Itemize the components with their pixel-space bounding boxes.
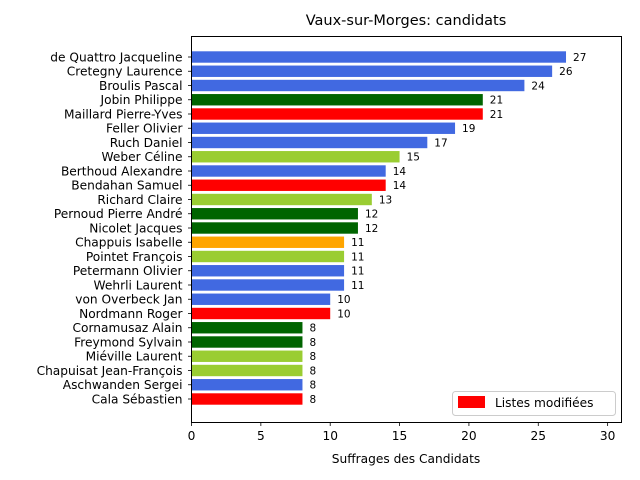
- category-label-richard-claire: Richard Claire: [97, 193, 182, 207]
- legend-label: Listes modifiées: [495, 396, 594, 410]
- x-tick-label-5: 5: [257, 429, 265, 443]
- chart-title: Vaux-sur-Morges: candidats: [306, 13, 507, 29]
- value-label-nordmann-roger: 10: [337, 308, 350, 320]
- bar-richard-claire: [191, 193, 372, 206]
- bar-freymond-sylvain: [191, 336, 303, 348]
- bar-maillard-pierre-yves: [191, 108, 483, 120]
- legend: Listes modifiées: [452, 391, 616, 416]
- bar-berthoud-alexandre: [191, 165, 386, 177]
- value-label-aschwanden-sergei: 8: [309, 380, 316, 392]
- value-label-weber-celine: 15: [407, 152, 420, 164]
- category-label-broulis-pascal: Broulis Pascal: [99, 79, 182, 93]
- x-tick-label-15: 15: [392, 429, 408, 443]
- category-label-cornamusaz-alain: Cornamusaz Alain: [73, 321, 183, 335]
- bar-bendahan-samuel: [191, 179, 386, 191]
- bars-group: [191, 51, 567, 405]
- category-label-cala-sebastien: Cala Sébastien: [92, 392, 183, 406]
- category-label-aschwanden-sergei: Aschwanden Sergei: [63, 378, 183, 392]
- category-label-wehrli-laurent: Wehrli Laurent: [94, 278, 183, 292]
- value-label-petermann-olivier: 11: [351, 266, 364, 278]
- value-label-feller-olivier: 19: [462, 123, 475, 135]
- value-label-pernoud-pierre-andre: 12: [365, 209, 378, 221]
- value-label-nicolet-jacques: 12: [365, 223, 378, 235]
- value-label-wehrli-laurent: 11: [351, 280, 364, 292]
- category-label-maillard-pierre-yves: Maillard Pierre-Yves: [64, 107, 182, 121]
- x-axis-ticks: 0 5 10 15 20 25 30: [188, 422, 616, 443]
- category-label-de-quattro-jacqueline: de Quattro Jacqueline: [50, 50, 182, 64]
- legend-swatch-listes-modifiees: [458, 396, 485, 408]
- value-label-jobin-philippe: 21: [490, 95, 503, 107]
- category-label-freymond-sylvain: Freymond Sylvain: [74, 335, 182, 349]
- value-label-ruch-daniel: 17: [434, 137, 447, 149]
- category-label-petermann-olivier: Petermann Olivier: [73, 264, 184, 278]
- category-label-von-overbeck-jan: von Overbeck Jan: [75, 293, 182, 307]
- x-axis-label: Suffrages des Candidats: [332, 452, 480, 466]
- x-tick-label-25: 25: [531, 429, 547, 443]
- value-label-pointet-francois: 11: [351, 251, 364, 263]
- value-label-von-overbeck-jan: 10: [337, 294, 350, 306]
- bar-broulis-pascal: [191, 79, 525, 92]
- value-label-cala-sebastien: 8: [309, 394, 316, 406]
- value-label-maillard-pierre-yves: 21: [490, 109, 503, 121]
- bar-chapuisat-jean-francois: [191, 364, 303, 377]
- category-label-bendahan-samuel: Bendahan Samuel: [71, 179, 182, 193]
- value-label-freymond-sylvain: 8: [309, 337, 316, 349]
- bar-aschwanden-sergei: [191, 379, 303, 391]
- bar-feller-olivier: [191, 122, 456, 134]
- bar-pointet-francois: [191, 250, 345, 263]
- value-label-mieville-laurent: 8: [309, 351, 316, 363]
- category-label-chappuis-isabelle: Chappuis Isabelle: [75, 236, 182, 250]
- value-label-bendahan-samuel: 14: [393, 180, 407, 192]
- value-label-richard-claire: 13: [379, 194, 392, 206]
- category-label-nicolet-jacques: Nicolet Jacques: [89, 221, 182, 235]
- bar-von-overbeck-jan: [191, 293, 331, 305]
- x-tick-label-30: 30: [600, 429, 616, 443]
- category-label-berthoud-alexandre: Berthoud Alexandre: [61, 164, 183, 178]
- bar-jobin-philippe: [191, 94, 483, 106]
- category-label-pernoud-pierre-andre: Pernoud Pierre André: [54, 207, 183, 221]
- bar-petermann-olivier: [191, 265, 345, 277]
- bar-cala-sebastien: [191, 393, 303, 405]
- x-tick-label-0: 0: [188, 429, 196, 443]
- plot-frame: [191, 36, 622, 423]
- value-label-de-quattro-jacqueline: 27: [573, 52, 586, 64]
- legend-frame: [452, 391, 616, 416]
- category-label-cretegny-laurence: Cretegny Laurence: [67, 65, 183, 79]
- category-label-ruch-daniel: Ruch Daniel: [110, 136, 183, 150]
- value-label-cornamusaz-alain: 8: [309, 323, 316, 335]
- value-labels: 2726242121191715141413121211111111101088…: [309, 52, 586, 406]
- bar-ruch-daniel: [191, 136, 428, 149]
- value-label-broulis-pascal: 24: [531, 80, 545, 92]
- category-label-pointet-francois: Pointet François: [86, 250, 183, 264]
- bar-pernoud-pierre-andre: [191, 208, 358, 220]
- category-label-mieville-laurent: Miéville Laurent: [86, 350, 183, 364]
- bar-cretegny-laurence: [191, 65, 553, 77]
- bar-wehrli-laurent: [191, 279, 345, 291]
- category-label-chapuisat-jean-francois: Chapuisat Jean-François: [37, 364, 183, 378]
- x-tick-label-10: 10: [322, 429, 338, 443]
- bar-mieville-laurent: [191, 350, 303, 362]
- category-label-feller-olivier: Feller Olivier: [106, 122, 183, 136]
- bar-cornamusaz-alain: [191, 322, 303, 334]
- value-label-cretegny-laurence: 26: [559, 66, 573, 78]
- category-label-jobin-philippe: Jobin Philippe: [100, 93, 183, 107]
- bar-weber-celine: [191, 151, 400, 163]
- bar-de-quattro-jacqueline: [191, 51, 567, 63]
- category-label-nordmann-roger: Nordmann Roger: [79, 307, 183, 321]
- value-label-berthoud-alexandre: 14: [393, 166, 407, 178]
- bar-nicolet-jacques: [191, 222, 358, 234]
- bar-chappuis-isabelle: [191, 236, 345, 248]
- x-tick-label-20: 20: [461, 429, 477, 443]
- category-label-weber-celine: Weber Céline: [102, 150, 183, 164]
- value-label-chappuis-isabelle: 11: [351, 237, 364, 249]
- bar-nordmann-roger: [191, 307, 331, 320]
- value-label-chapuisat-jean-francois: 8: [309, 365, 316, 377]
